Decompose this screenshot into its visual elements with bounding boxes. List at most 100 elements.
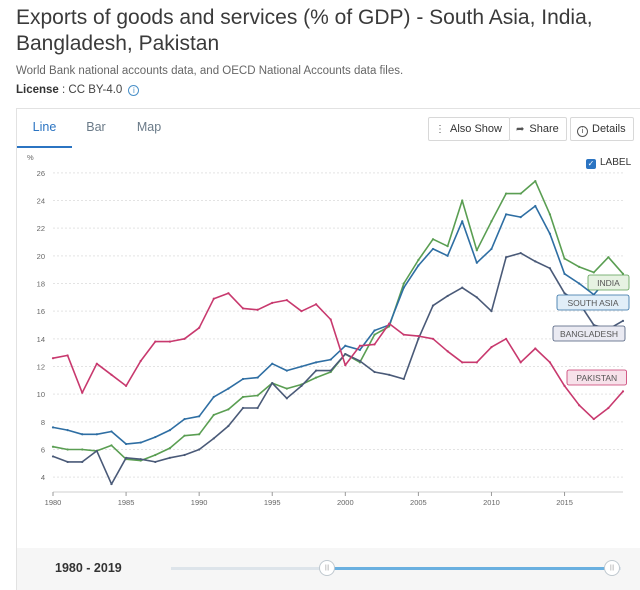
data-point-south-asia xyxy=(402,286,405,289)
data-point-bangladesh xyxy=(417,337,420,340)
y-tick-label: 26 xyxy=(37,169,45,178)
data-point-pakistan xyxy=(241,307,245,310)
data-point-india xyxy=(534,180,537,183)
source-description: World Bank national accounts data, and O… xyxy=(16,65,404,77)
data-point-pakistan xyxy=(592,417,595,421)
data-point-south-asia xyxy=(475,261,478,264)
data-point-india xyxy=(490,220,493,223)
x-tick-label: 1995 xyxy=(264,498,281,507)
series-label-pakistan: PAKISTAN xyxy=(576,373,617,383)
details-button[interactable]: i Details xyxy=(570,117,634,141)
series-line-south-asia xyxy=(52,205,624,445)
data-point-india xyxy=(431,238,435,241)
data-point-pakistan xyxy=(139,359,142,363)
vertical-dots-icon: ⋮ xyxy=(435,124,445,135)
label-toggle[interactable]: ✓ LABEL xyxy=(586,157,631,169)
data-point-india xyxy=(563,257,566,260)
series-label-bangladesh: BANGLADESH xyxy=(560,329,618,339)
data-point-pakistan xyxy=(607,406,610,410)
data-point-pakistan xyxy=(621,390,625,393)
data-point-bangladesh xyxy=(51,455,55,458)
data-point-bangladesh xyxy=(490,310,493,313)
series-line-bangladesh xyxy=(52,252,624,485)
data-point-pakistan xyxy=(212,297,215,300)
also-show-button[interactable]: ⋮ Also Show xyxy=(428,117,510,141)
data-point-south-asia xyxy=(198,415,201,418)
series-line-pakistan xyxy=(52,292,624,420)
data-point-south-asia xyxy=(534,204,537,208)
y-tick-label: 14 xyxy=(37,335,45,344)
data-point-pakistan xyxy=(563,384,566,387)
data-point-pakistan xyxy=(227,292,230,295)
data-point-south-asia xyxy=(446,254,449,257)
data-point-bangladesh xyxy=(461,286,464,289)
data-point-india xyxy=(592,271,595,274)
data-point-south-asia xyxy=(110,430,113,433)
data-point-bangladesh xyxy=(139,458,142,461)
data-point-india xyxy=(198,433,201,436)
data-point-india xyxy=(578,265,581,268)
share-button[interactable]: ➦ Share xyxy=(509,117,567,141)
data-point-india xyxy=(621,272,625,275)
data-point-bangladesh xyxy=(329,369,332,372)
info-icon[interactable]: i xyxy=(128,85,140,96)
data-point-south-asia xyxy=(81,433,84,436)
y-tick-label: 4 xyxy=(41,473,45,482)
data-point-pakistan xyxy=(475,361,478,364)
series-label-box-pakistan xyxy=(566,369,627,386)
license-line: License : CC BY-4.0 i xyxy=(16,84,140,96)
data-point-pakistan xyxy=(402,333,405,336)
license-value: : CC BY-4.0 xyxy=(58,84,123,96)
data-point-india xyxy=(446,245,449,248)
data-point-india xyxy=(285,387,288,390)
data-point-pakistan xyxy=(300,310,303,313)
data-point-india xyxy=(475,249,478,252)
data-point-pakistan xyxy=(271,301,274,304)
data-point-india xyxy=(241,395,245,399)
slider-end-handle[interactable]: ||| xyxy=(604,560,620,576)
page-title: Exports of goods and services (% of GDP)… xyxy=(16,6,593,55)
data-point-pakistan xyxy=(66,354,69,357)
data-point-pakistan xyxy=(285,299,288,302)
data-point-south-asia xyxy=(329,358,332,361)
data-point-india xyxy=(548,213,552,216)
data-point-south-asia xyxy=(168,429,172,432)
tab-map[interactable]: Map xyxy=(136,120,162,134)
data-point-india xyxy=(417,258,420,262)
tab-line[interactable]: Line xyxy=(17,109,72,148)
line-chart: 4 6 8 10 12 14 16 18 20 22 24 26% 1980 1985 1990 1995 20… xyxy=(27,153,630,507)
data-point-bangladesh xyxy=(66,460,69,464)
y-tick-label: 18 xyxy=(37,280,45,289)
data-point-pakistan xyxy=(95,362,98,365)
data-point-pakistan xyxy=(110,373,113,376)
data-point-south-asia xyxy=(95,433,98,436)
data-point-pakistan xyxy=(417,334,420,338)
share-icon: ➦ xyxy=(516,124,525,135)
data-point-pakistan xyxy=(373,343,376,346)
data-point-south-asia xyxy=(227,387,230,390)
series-label-box-south-asia xyxy=(556,294,630,311)
x-tick-label: 2000 xyxy=(337,498,354,507)
label-toggle-text: LABEL xyxy=(600,157,632,168)
data-point-pakistan xyxy=(388,322,391,325)
data-point-bangladesh xyxy=(592,323,595,327)
tab-bar[interactable]: Bar xyxy=(86,120,106,134)
data-point-india xyxy=(373,333,376,336)
data-point-india xyxy=(110,444,113,447)
y-tick-label: 12 xyxy=(37,363,45,372)
series-label-box-bangladesh xyxy=(552,325,626,342)
data-point-south-asia xyxy=(358,348,362,351)
x-tick-label: 2005 xyxy=(410,498,427,507)
data-point-india xyxy=(519,192,522,195)
data-point-bangladesh xyxy=(168,456,172,459)
checkbox-checked-icon[interactable]: ✓ xyxy=(586,159,596,169)
data-point-india xyxy=(402,282,405,285)
slider-start-handle[interactable]: ||| xyxy=(319,560,335,576)
data-point-south-asia xyxy=(373,329,376,332)
data-point-bangladesh xyxy=(548,267,552,270)
data-point-south-asia xyxy=(66,429,69,432)
y-axis-label: % xyxy=(27,153,34,162)
data-point-pakistan xyxy=(358,344,362,347)
data-point-bangladesh xyxy=(110,482,113,486)
data-point-bangladesh xyxy=(95,449,98,452)
